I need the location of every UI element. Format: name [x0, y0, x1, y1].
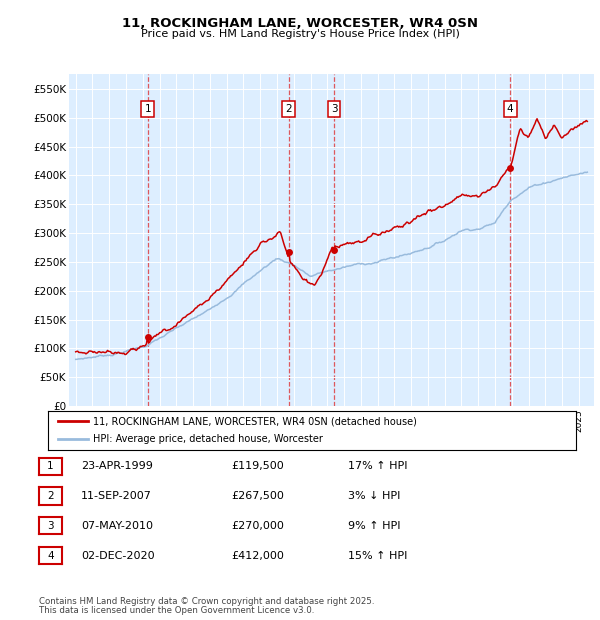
- Text: 2: 2: [47, 491, 54, 501]
- Text: 3: 3: [331, 104, 337, 114]
- Text: 23-APR-1999: 23-APR-1999: [81, 461, 153, 471]
- Text: 4: 4: [507, 104, 514, 114]
- Text: This data is licensed under the Open Government Licence v3.0.: This data is licensed under the Open Gov…: [39, 606, 314, 615]
- Text: 1: 1: [47, 461, 54, 471]
- Text: 02-DEC-2020: 02-DEC-2020: [81, 551, 155, 560]
- Text: 9% ↑ HPI: 9% ↑ HPI: [348, 521, 401, 531]
- Text: 4: 4: [47, 551, 54, 560]
- Text: 17% ↑ HPI: 17% ↑ HPI: [348, 461, 407, 471]
- Text: 11, ROCKINGHAM LANE, WORCESTER, WR4 0SN: 11, ROCKINGHAM LANE, WORCESTER, WR4 0SN: [122, 17, 478, 30]
- Text: 3: 3: [47, 521, 54, 531]
- Text: 15% ↑ HPI: 15% ↑ HPI: [348, 551, 407, 560]
- Text: 3% ↓ HPI: 3% ↓ HPI: [348, 491, 400, 501]
- Text: 11-SEP-2007: 11-SEP-2007: [81, 491, 152, 501]
- Text: HPI: Average price, detached house, Worcester: HPI: Average price, detached house, Worc…: [93, 434, 323, 444]
- Text: 1: 1: [145, 104, 151, 114]
- Text: Price paid vs. HM Land Registry's House Price Index (HPI): Price paid vs. HM Land Registry's House …: [140, 29, 460, 39]
- Text: 07-MAY-2010: 07-MAY-2010: [81, 521, 153, 531]
- Text: £119,500: £119,500: [231, 461, 284, 471]
- Text: 2: 2: [286, 104, 292, 114]
- Text: 11, ROCKINGHAM LANE, WORCESTER, WR4 0SN (detached house): 11, ROCKINGHAM LANE, WORCESTER, WR4 0SN …: [93, 417, 417, 427]
- Text: £267,500: £267,500: [231, 491, 284, 501]
- Text: £270,000: £270,000: [231, 521, 284, 531]
- Text: £412,000: £412,000: [231, 551, 284, 560]
- Text: Contains HM Land Registry data © Crown copyright and database right 2025.: Contains HM Land Registry data © Crown c…: [39, 597, 374, 606]
